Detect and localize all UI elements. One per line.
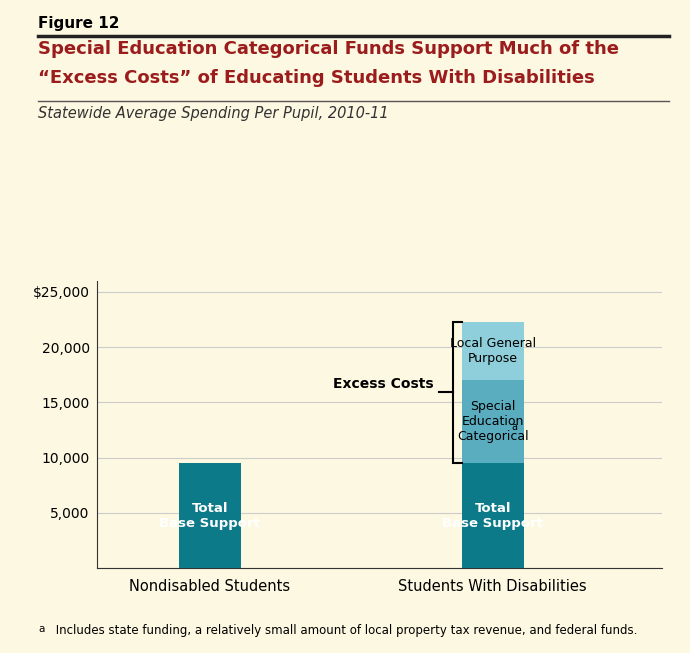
- Text: “Excess Costs” of Educating Students With Disabilities: “Excess Costs” of Educating Students Wit…: [38, 69, 595, 87]
- Bar: [462, 463, 524, 568]
- Text: Figure 12: Figure 12: [38, 16, 119, 31]
- Bar: [462, 322, 524, 380]
- Text: Total
Base Support: Total Base Support: [159, 502, 260, 530]
- Text: Total
Base Support: Total Base Support: [442, 502, 543, 530]
- Bar: [179, 463, 241, 568]
- Text: a: a: [511, 422, 517, 432]
- Text: Excess Costs: Excess Costs: [333, 377, 433, 390]
- Text: Special Education Categorical Funds Support Much of the: Special Education Categorical Funds Supp…: [38, 40, 619, 59]
- Text: Statewide Average Spending Per Pupil, 2010-11: Statewide Average Spending Per Pupil, 20…: [38, 106, 388, 121]
- Bar: [462, 380, 524, 463]
- Text: Special
Education
Categorical: Special Education Categorical: [457, 400, 529, 443]
- Text: Local General
Purpose: Local General Purpose: [450, 337, 535, 365]
- Text: Includes state funding, a relatively small amount of local property tax revenue,: Includes state funding, a relatively sma…: [52, 624, 637, 637]
- Text: a: a: [38, 624, 44, 633]
